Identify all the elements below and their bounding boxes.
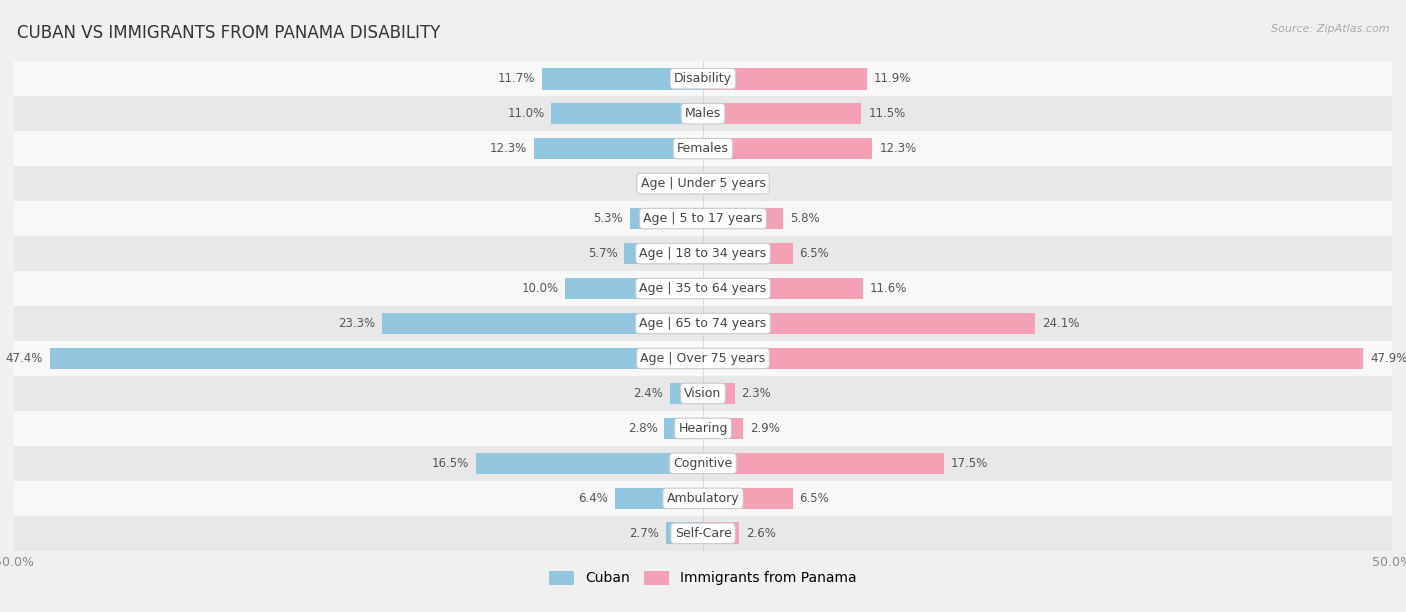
Text: Cognitive: Cognitive [673, 457, 733, 470]
Text: 11.7%: 11.7% [498, 72, 534, 85]
Bar [703, 382, 735, 405]
Bar [551, 103, 703, 124]
Text: 2.9%: 2.9% [749, 422, 780, 435]
Bar [14, 61, 1392, 96]
Text: 12.3%: 12.3% [489, 142, 527, 155]
Bar [533, 138, 703, 160]
Text: 5.3%: 5.3% [593, 212, 623, 225]
Text: 2.7%: 2.7% [628, 527, 659, 540]
Bar [14, 306, 1392, 341]
Bar [14, 96, 1392, 131]
Bar [14, 376, 1392, 411]
Text: Vision: Vision [685, 387, 721, 400]
Bar [541, 68, 703, 89]
Bar [14, 131, 1392, 166]
Bar [703, 68, 868, 89]
Bar [703, 488, 793, 509]
Text: 5.8%: 5.8% [790, 212, 820, 225]
Text: 2.3%: 2.3% [741, 387, 772, 400]
Bar [475, 452, 703, 474]
Text: 2.6%: 2.6% [745, 527, 776, 540]
Bar [703, 173, 720, 195]
Bar [14, 481, 1392, 516]
Bar [382, 313, 703, 334]
Text: Age | 35 to 64 years: Age | 35 to 64 years [640, 282, 766, 295]
Bar [703, 348, 1362, 369]
Bar [49, 348, 703, 369]
Bar [666, 523, 703, 544]
Text: 1.2%: 1.2% [727, 177, 756, 190]
Bar [14, 411, 1392, 446]
Legend: Cuban, Immigrants from Panama: Cuban, Immigrants from Panama [550, 570, 856, 586]
Bar [703, 278, 863, 299]
Bar [14, 201, 1392, 236]
Text: Age | 5 to 17 years: Age | 5 to 17 years [644, 212, 762, 225]
Text: 24.1%: 24.1% [1042, 317, 1080, 330]
Bar [703, 207, 783, 230]
Text: 5.7%: 5.7% [588, 247, 617, 260]
Bar [14, 516, 1392, 551]
Text: 16.5%: 16.5% [432, 457, 468, 470]
Text: 23.3%: 23.3% [337, 317, 375, 330]
Text: Source: ZipAtlas.com: Source: ZipAtlas.com [1271, 24, 1389, 34]
Bar [703, 417, 742, 439]
Text: 11.0%: 11.0% [508, 107, 544, 120]
Bar [669, 382, 703, 405]
Bar [614, 488, 703, 509]
Bar [14, 236, 1392, 271]
Bar [565, 278, 703, 299]
Bar [686, 173, 703, 195]
Bar [14, 446, 1392, 481]
Text: Age | 18 to 34 years: Age | 18 to 34 years [640, 247, 766, 260]
Text: 6.4%: 6.4% [578, 492, 607, 505]
Bar [703, 243, 793, 264]
Text: 11.9%: 11.9% [875, 72, 911, 85]
Bar [703, 313, 1035, 334]
Text: 17.5%: 17.5% [950, 457, 988, 470]
Text: CUBAN VS IMMIGRANTS FROM PANAMA DISABILITY: CUBAN VS IMMIGRANTS FROM PANAMA DISABILI… [17, 24, 440, 42]
Text: 12.3%: 12.3% [879, 142, 917, 155]
Bar [14, 166, 1392, 201]
Text: Age | Over 75 years: Age | Over 75 years [641, 352, 765, 365]
Text: 2.8%: 2.8% [628, 422, 658, 435]
Text: 47.4%: 47.4% [6, 352, 44, 365]
Text: 6.5%: 6.5% [800, 492, 830, 505]
Bar [703, 452, 945, 474]
Text: 1.2%: 1.2% [650, 177, 679, 190]
Bar [630, 207, 703, 230]
Text: 6.5%: 6.5% [800, 247, 830, 260]
Bar [703, 103, 862, 124]
Text: 47.9%: 47.9% [1369, 352, 1406, 365]
Text: 11.6%: 11.6% [870, 282, 907, 295]
Bar [665, 417, 703, 439]
Text: 2.4%: 2.4% [633, 387, 664, 400]
Text: Ambulatory: Ambulatory [666, 492, 740, 505]
Text: 10.0%: 10.0% [522, 282, 558, 295]
Bar [14, 341, 1392, 376]
Text: Hearing: Hearing [678, 422, 728, 435]
Text: 11.5%: 11.5% [869, 107, 905, 120]
Bar [14, 271, 1392, 306]
Text: Females: Females [678, 142, 728, 155]
Text: Males: Males [685, 107, 721, 120]
Bar [703, 523, 738, 544]
Bar [624, 243, 703, 264]
Text: Disability: Disability [673, 72, 733, 85]
Bar [703, 138, 873, 160]
Text: Age | Under 5 years: Age | Under 5 years [641, 177, 765, 190]
Text: Age | 65 to 74 years: Age | 65 to 74 years [640, 317, 766, 330]
Text: Self-Care: Self-Care [675, 527, 731, 540]
